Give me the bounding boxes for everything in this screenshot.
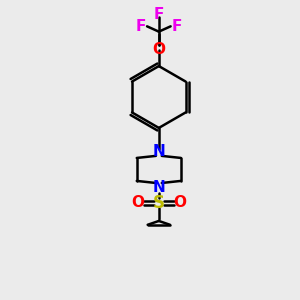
Text: F: F <box>171 19 182 34</box>
Text: F: F <box>154 7 164 22</box>
Text: S: S <box>153 194 165 212</box>
Text: O: O <box>173 195 186 210</box>
Text: O: O <box>132 195 145 210</box>
Text: O: O <box>152 42 165 57</box>
Text: F: F <box>136 19 146 34</box>
Text: N: N <box>152 180 165 195</box>
Text: N: N <box>152 144 165 159</box>
